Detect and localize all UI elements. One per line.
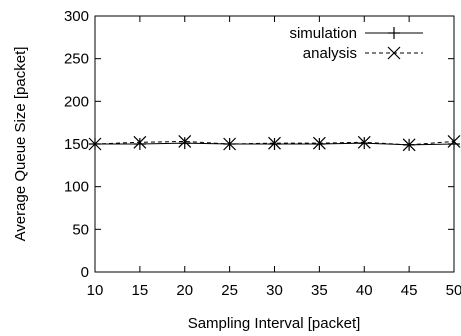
data-point-analysis: [268, 136, 281, 150]
data-point-analysis: [312, 136, 326, 150]
data-point-analysis: [357, 135, 371, 149]
data-point-analysis: [223, 137, 237, 151]
y-tick-label: 200: [64, 93, 89, 110]
x-tick-label: 15: [132, 282, 149, 299]
x-tick-label: 40: [356, 282, 373, 299]
y-axis-label: Average Queue Size [packet]: [12, 47, 29, 242]
x-tick-label: 50: [446, 282, 461, 299]
legend-label-analysis: analysis: [303, 45, 357, 62]
data-point-analysis: [133, 135, 147, 149]
y-tick-label: 150: [64, 136, 89, 153]
y-tick-label: 0: [81, 264, 89, 281]
data-point-analysis: [178, 135, 192, 148]
data-point-simulation: [358, 137, 371, 150]
data-point-analysis: [88, 137, 102, 151]
y-tick-label: 100: [64, 179, 89, 196]
x-axis-label: Sampling Interval [packet]: [188, 315, 361, 332]
x-tick-label: 25: [221, 282, 238, 299]
data-point-simulation: [313, 138, 326, 150]
legend-label-simulation: simulation: [289, 25, 357, 42]
y-tick-label: 50: [72, 221, 89, 238]
data-point-simulation: [133, 138, 146, 150]
data-point-analysis: [402, 138, 416, 152]
legend-marker-analysis: [387, 46, 401, 60]
x-tick-label: 20: [176, 282, 193, 299]
y-tick-label: 250: [64, 51, 89, 68]
y-tick-label: 300: [64, 8, 89, 25]
series-line-analysis: [94, 140, 455, 146]
data-point-simulation: [448, 138, 460, 150]
x-tick-label: 30: [266, 282, 283, 299]
x-tick-label: 45: [401, 282, 418, 299]
data-point-simulation: [178, 137, 191, 150]
series-layer: [88, 135, 461, 152]
x-tick-label: 10: [87, 282, 104, 299]
x-tick-label: 35: [311, 282, 328, 299]
data-point-simulation: [268, 138, 281, 150]
legend-marker-simulation: [388, 27, 400, 39]
legend: simulation analysis: [289, 25, 423, 62]
axis-ticks: 0 50 100 150 200 250 300 10 15 20 25 30 35 40 45 50: [64, 8, 461, 299]
data-point-analysis: [447, 135, 461, 148]
